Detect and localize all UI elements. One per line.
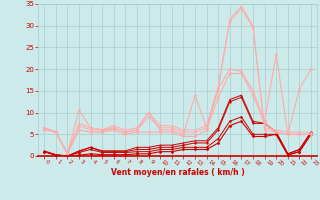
X-axis label: Vent moyen/en rafales ( km/h ): Vent moyen/en rafales ( km/h ) (111, 168, 244, 177)
